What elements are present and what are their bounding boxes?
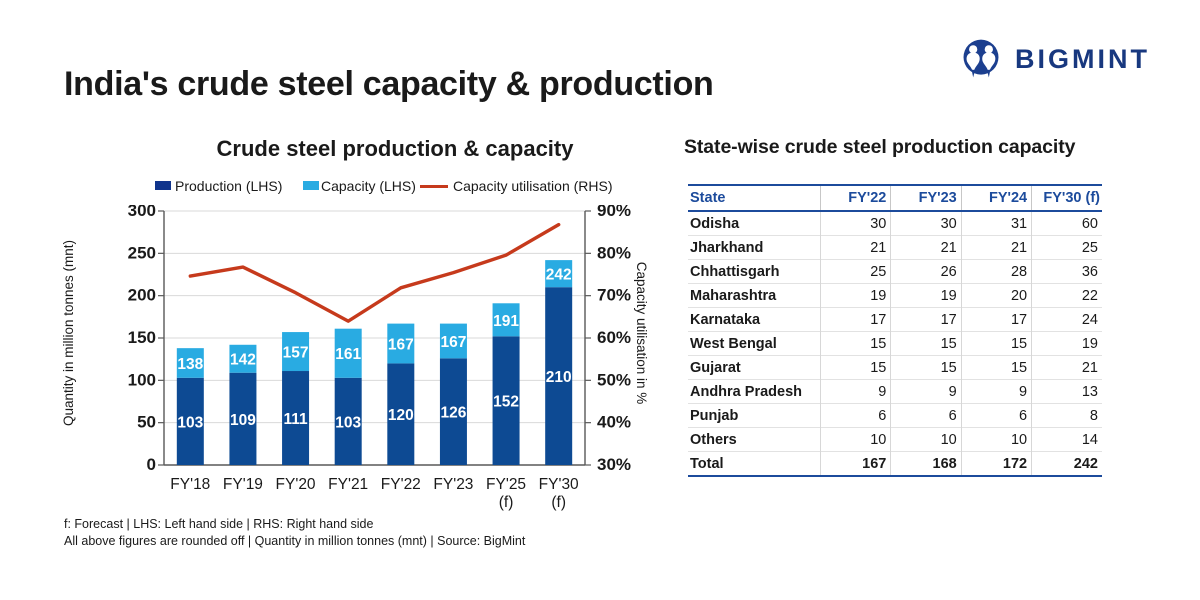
svg-text:157: 157 bbox=[283, 345, 309, 362]
svg-text:70%: 70% bbox=[597, 286, 631, 305]
svg-text:FY'25(f): FY'25 (f) bbox=[486, 476, 526, 511]
svg-text:80%: 80% bbox=[597, 243, 631, 262]
svg-text:300: 300 bbox=[128, 205, 156, 220]
svg-text:242: 242 bbox=[546, 267, 572, 284]
svg-text:90%: 90% bbox=[597, 205, 631, 220]
svg-text:167: 167 bbox=[388, 337, 414, 354]
svg-text:FY'22: FY'22 bbox=[381, 476, 421, 493]
svg-text:126: 126 bbox=[441, 405, 467, 422]
svg-text:40%: 40% bbox=[597, 413, 631, 432]
svg-text:FY'30(f): FY'30 (f) bbox=[539, 476, 579, 511]
svg-text:FY'23: FY'23 bbox=[433, 476, 473, 493]
svg-text:142: 142 bbox=[230, 352, 256, 369]
svg-text:167: 167 bbox=[441, 334, 467, 351]
svg-text:103: 103 bbox=[177, 414, 203, 431]
svg-text:161: 161 bbox=[335, 346, 361, 363]
svg-text:FY'19: FY'19 bbox=[223, 476, 263, 493]
svg-text:111: 111 bbox=[283, 411, 308, 428]
svg-text:100: 100 bbox=[128, 370, 156, 389]
svg-text:60%: 60% bbox=[597, 328, 631, 347]
svg-text:30%: 30% bbox=[597, 455, 631, 474]
svg-text:50%: 50% bbox=[597, 370, 631, 389]
svg-text:FY'21: FY'21 bbox=[328, 476, 368, 493]
svg-text:150: 150 bbox=[128, 328, 156, 347]
svg-text:152: 152 bbox=[493, 394, 519, 411]
svg-text:138: 138 bbox=[177, 356, 203, 373]
svg-text:FY'18: FY'18 bbox=[170, 476, 210, 493]
svg-text:200: 200 bbox=[128, 286, 156, 305]
svg-text:191: 191 bbox=[493, 313, 519, 330]
svg-text:50: 50 bbox=[137, 413, 156, 432]
svg-text:210: 210 bbox=[546, 369, 572, 386]
svg-text:109: 109 bbox=[230, 412, 256, 429]
svg-text:120: 120 bbox=[388, 407, 414, 424]
svg-text:FY'20: FY'20 bbox=[276, 476, 316, 493]
svg-text:0: 0 bbox=[147, 455, 156, 474]
svg-text:103: 103 bbox=[335, 414, 361, 431]
svg-text:250: 250 bbox=[128, 243, 156, 262]
